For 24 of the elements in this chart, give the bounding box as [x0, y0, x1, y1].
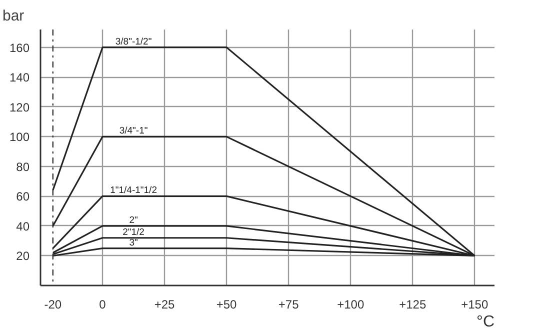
x-tick-label: +75	[278, 298, 300, 312]
series-label: 3/8"-1/2"	[115, 36, 152, 48]
x-tick-label: +25	[154, 298, 176, 312]
x-tick-label: +150	[461, 298, 488, 312]
y-tick-label: 120	[9, 100, 30, 114]
y-tick-label: 140	[9, 70, 30, 85]
x-axis-title: °C	[476, 314, 494, 330]
series-label: 3/4"-1"	[119, 126, 148, 137]
series-label: 2"	[129, 214, 138, 226]
y-tick-label: 40	[16, 219, 30, 234]
y-tick-label: 100	[9, 130, 30, 144]
series-label: 1"1/4-1"1/2	[110, 185, 157, 196]
y-tick-label: 20	[16, 249, 30, 264]
x-tick-label: 0	[99, 298, 106, 312]
x-tick-label: +125	[399, 298, 426, 312]
y-tick-label: 60	[16, 190, 30, 204]
x-tick-label: +50	[216, 298, 238, 312]
y-axis-title: bar	[2, 8, 24, 24]
y-tick-label: 80	[16, 160, 30, 174]
series-label: 2"1/2	[122, 226, 144, 238]
series-label: 3"	[129, 237, 138, 248]
x-tick-label: -20	[44, 298, 62, 312]
y-tick-label: 160	[9, 40, 30, 55]
x-tick-label: +100	[337, 298, 364, 312]
